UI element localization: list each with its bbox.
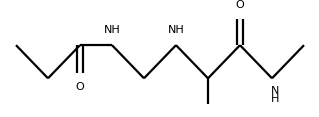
Text: N: N xyxy=(271,86,279,96)
Text: O: O xyxy=(76,82,84,92)
Text: NH: NH xyxy=(104,25,120,35)
Text: O: O xyxy=(236,0,244,10)
Text: H: H xyxy=(271,94,279,104)
Text: NH: NH xyxy=(167,25,184,35)
